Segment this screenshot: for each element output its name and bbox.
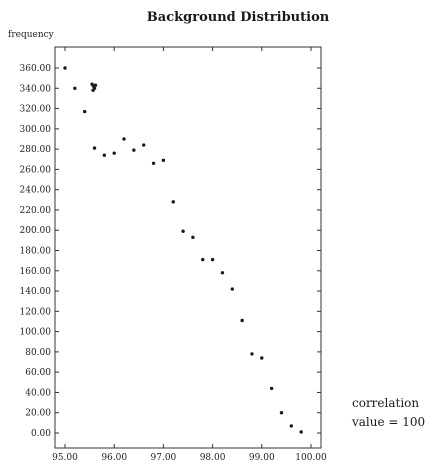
data-point — [82, 109, 87, 114]
x-tick-label: 100.00 — [295, 453, 327, 463]
y-tick-label: 360.00 — [20, 64, 52, 74]
y-tick-label: 260.00 — [20, 165, 52, 175]
data-point — [240, 318, 244, 323]
data-point — [191, 235, 195, 240]
chart-title: Background Distribution — [147, 10, 330, 25]
data-points — [63, 66, 303, 434]
data-point — [171, 200, 175, 204]
plot-border — [54, 46, 322, 449]
x-tick-label: 98.00 — [200, 453, 226, 463]
y-tick-label: 40.00 — [25, 388, 51, 398]
data-point — [210, 257, 215, 262]
data-point — [151, 161, 156, 166]
x-tick-label: 97.00 — [151, 453, 177, 463]
y-tick-label: 320.00 — [20, 105, 52, 115]
y-tick-label: 240.00 — [20, 186, 52, 196]
y-tick-label: 340.00 — [20, 84, 52, 94]
data-point — [181, 229, 185, 233]
data-point — [299, 430, 303, 434]
y-tick-label: 160.00 — [20, 267, 52, 277]
y-axis-ticks: 0.00 20.00 40.00 60.00 80.00 100.00 120.00 140.… — [20, 64, 321, 439]
y-tick-label: 280.00 — [20, 145, 52, 155]
x-axis-ticks: 95.00 96.00 97.00 98.00 99.00 100.00 — [52, 47, 327, 463]
y-tick-label: 100.00 — [20, 328, 52, 338]
x-tick-label: 96.00 — [101, 453, 127, 463]
y-tick-label: 140.00 — [20, 287, 52, 297]
data-point — [142, 143, 146, 147]
data-point — [161, 158, 166, 162]
x-tick-label: 99.00 — [249, 453, 275, 463]
y-axis-label: frequency — [8, 30, 55, 40]
y-tick-label: 200.00 — [20, 226, 52, 236]
y-tick-label: 0.00 — [31, 429, 51, 439]
y-tick-label: 220.00 — [20, 206, 52, 216]
data-point — [250, 352, 254, 356]
correlation-label: correlation — [352, 396, 419, 410]
y-tick-label: 80.00 — [25, 348, 51, 358]
y-tick-label: 120.00 — [20, 307, 52, 317]
data-point — [122, 137, 126, 141]
data-point — [269, 386, 274, 391]
y-tick-label: 300.00 — [20, 125, 52, 135]
data-point — [92, 146, 97, 150]
data-point — [220, 271, 225, 275]
correlation-value: value = 100 — [351, 415, 425, 429]
data-point — [289, 424, 294, 428]
data-point — [93, 83, 98, 87]
y-tick-label: 180.00 — [20, 247, 52, 257]
data-point — [230, 287, 234, 291]
data-point — [73, 86, 77, 90]
plot-frame — [54, 46, 322, 449]
x-tick-label: 95.00 — [52, 453, 78, 463]
data-point — [112, 151, 116, 155]
data-point — [102, 153, 107, 157]
data-point — [279, 411, 284, 415]
data-point — [260, 356, 264, 360]
y-tick-label: 60.00 — [25, 368, 51, 378]
data-point — [91, 88, 95, 93]
data-point — [63, 66, 67, 70]
data-point — [132, 148, 136, 152]
y-tick-label: 20.00 — [25, 409, 51, 419]
data-point — [201, 257, 205, 262]
